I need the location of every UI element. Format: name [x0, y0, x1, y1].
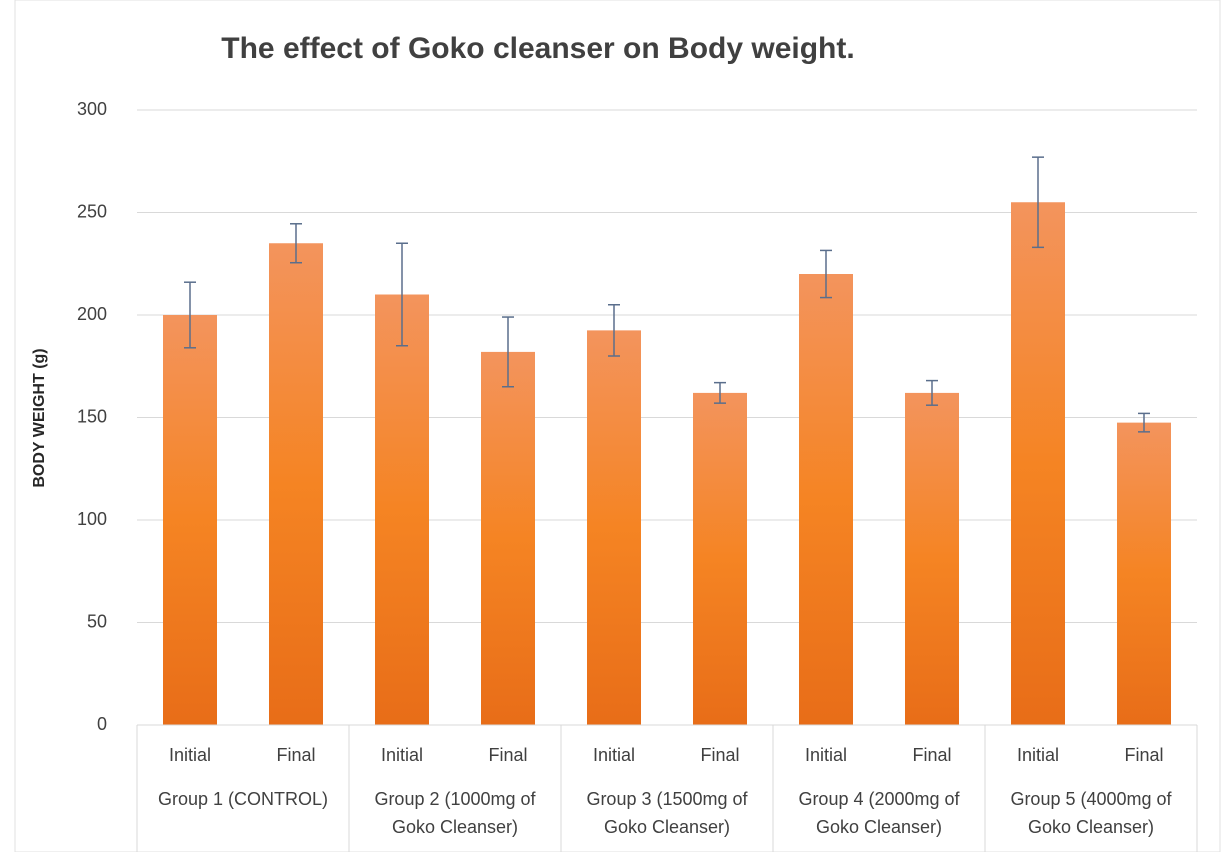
y-tick-label: 300	[77, 99, 107, 119]
bar	[799, 274, 853, 725]
chart-title: The effect of Goko cleanser on Body weig…	[221, 32, 854, 65]
bar	[693, 392, 747, 725]
x-tick-label: Final	[700, 745, 739, 765]
x-tick-label: Initial	[593, 745, 635, 765]
group-label: Group 1 (CONTROL)	[158, 789, 328, 809]
group-label: Group 3 (1500mg of Goko Cleanser)	[586, 789, 748, 837]
y-axis-title: BODY WEIGHT (g)	[31, 348, 48, 487]
y-tick-label: 100	[77, 509, 107, 529]
bar	[375, 294, 429, 725]
error-bar	[396, 242, 408, 347]
bar	[269, 243, 323, 725]
error-bar	[714, 381, 726, 404]
bar	[163, 315, 217, 725]
group-label: Group 2 (1000mg of Goko Cleanser)	[374, 789, 536, 837]
x-tick-label: Initial	[805, 745, 847, 765]
x-tick-label: Initial	[381, 745, 423, 765]
bar	[587, 330, 641, 725]
x-tick-label: Final	[488, 745, 527, 765]
error-bar	[926, 379, 938, 406]
error-bar	[608, 304, 620, 357]
chart-border	[14, 0, 1221, 852]
bar	[481, 351, 535, 725]
x-tick-label: Final	[276, 745, 315, 765]
bar	[905, 392, 959, 725]
error-bar	[1138, 412, 1150, 433]
error-bar	[290, 223, 302, 264]
group-label: Group 5 (4000mg of Goko Cleanser)	[1010, 789, 1172, 837]
y-tick-label: 150	[77, 406, 107, 426]
y-tick-label: 200	[77, 304, 107, 324]
error-bar	[184, 281, 196, 349]
x-tick-label: Final	[1124, 745, 1163, 765]
y-tick-label: 50	[87, 611, 107, 631]
x-tick-label: Initial	[1017, 745, 1059, 765]
y-tick-label: 0	[97, 714, 107, 734]
x-tick-label: Final	[912, 745, 951, 765]
error-bar	[1032, 156, 1044, 249]
error-bar	[820, 249, 832, 299]
bar	[1117, 422, 1171, 725]
y-tick-label: 250	[77, 201, 107, 221]
group-label: Group 4 (2000mg of Goko Cleanser)	[798, 789, 960, 837]
bar	[1011, 202, 1065, 725]
error-bar	[502, 316, 514, 388]
x-tick-label: Initial	[169, 745, 211, 765]
